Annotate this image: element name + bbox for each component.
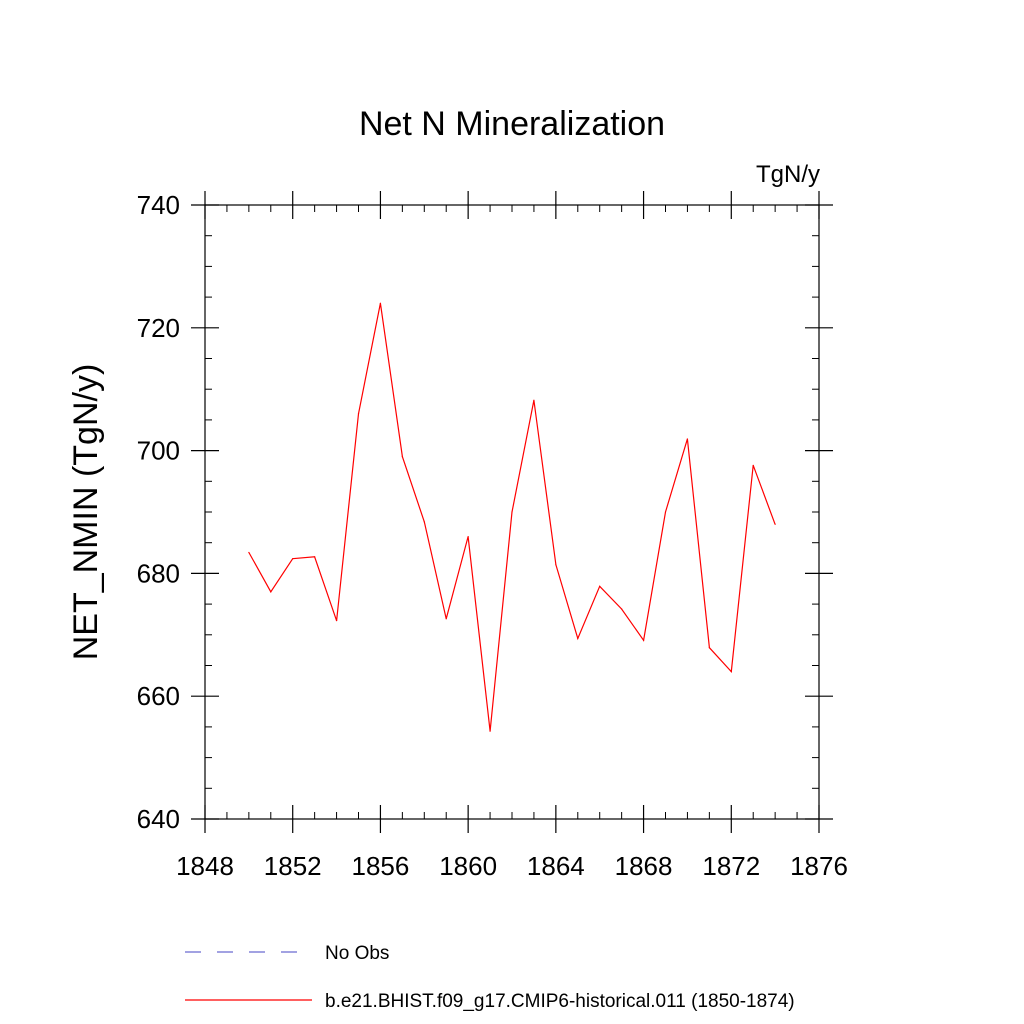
x-tick-label: 1856 <box>352 851 410 881</box>
axes: 1848 1852 1856 1860 1864 1868 1872 1876 640 660 68… <box>137 190 848 881</box>
y-tick-label: 680 <box>137 558 180 588</box>
data-point <box>270 591 272 593</box>
data-point <box>357 413 360 415</box>
data-point <box>555 564 557 566</box>
data-point <box>423 521 425 523</box>
legend: No Obs b.e21.BHIST.f09_g17.CMIP6-historic… <box>185 943 795 1012</box>
units-label: TgN/y <box>756 161 820 188</box>
data-point <box>708 647 710 649</box>
legend-label: No Obs <box>325 943 389 964</box>
data-point <box>664 511 667 513</box>
x-tick-label: 1872 <box>702 851 760 881</box>
data-point <box>489 730 491 732</box>
y-tick-label: 720 <box>137 313 180 343</box>
series-line <box>248 303 776 732</box>
series-group <box>248 302 776 732</box>
data-point <box>621 608 623 610</box>
data-point <box>248 551 250 554</box>
data-point <box>379 302 382 304</box>
data-point <box>314 556 316 558</box>
x-tick-label: 1860 <box>439 851 497 881</box>
y-tick-label: 660 <box>137 681 180 711</box>
y-tick-label: 740 <box>137 190 180 220</box>
y-axis-label: NET_NMIN (TgN/y) <box>67 364 105 661</box>
data-point <box>445 618 447 620</box>
data-point <box>686 438 689 440</box>
y-tick-label: 640 <box>137 804 180 834</box>
x-tick-label: 1848 <box>176 851 234 881</box>
x-tick-label: 1864 <box>527 851 585 881</box>
y-tick-label: 700 <box>137 436 180 466</box>
data-point <box>642 639 645 641</box>
data-point <box>577 637 579 640</box>
data-point <box>533 399 535 401</box>
chart-title: Net N Mineralization <box>359 105 665 143</box>
data-point <box>292 558 294 560</box>
data-point <box>511 511 513 513</box>
x-tick-label: 1876 <box>790 851 848 881</box>
legend-label: b.e21.BHIST.f09_g17.CMIP6-historical.011… <box>325 991 795 1012</box>
data-point <box>335 620 338 622</box>
data-point <box>467 535 469 538</box>
data-point <box>752 464 754 466</box>
data-point <box>774 523 776 525</box>
x-tick-label: 1868 <box>615 851 673 881</box>
data-point <box>401 456 403 458</box>
data-point <box>730 671 732 673</box>
data-point <box>599 585 601 587</box>
x-tick-label: 1852 <box>264 851 322 881</box>
